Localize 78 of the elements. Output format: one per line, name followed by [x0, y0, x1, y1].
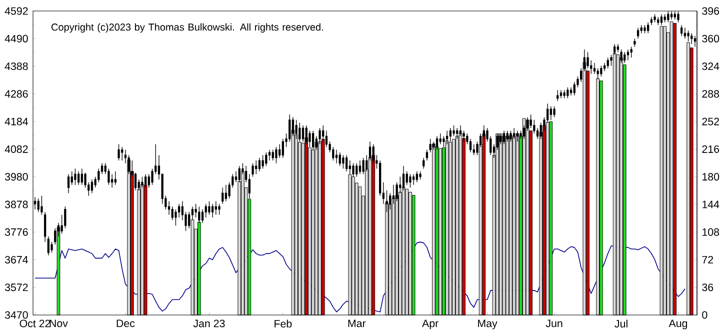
- candlestick: [422, 158, 425, 170]
- y-tick-label: 3776: [4, 228, 28, 236]
- candlestick: [78, 171, 80, 186]
- candlestick: [636, 27, 640, 39]
- candlestick: [654, 14, 656, 23]
- candlestick: [626, 49, 630, 61]
- x-tick-label: Jun: [546, 320, 562, 328]
- y-tick-label: 4592: [4, 7, 28, 15]
- candlestick: [90, 179, 94, 194]
- x-tick-label: May: [478, 320, 498, 330]
- y2-tick-label: 324: [702, 62, 720, 70]
- candlestick: [409, 174, 412, 188]
- y2-tick-label: 252: [702, 118, 719, 126]
- x-tick-label: Jul: [614, 320, 628, 328]
- y-tick-label: 4286: [4, 90, 28, 98]
- y-tick-label: 4082: [4, 145, 28, 153]
- y-tick-label: 3674: [4, 256, 28, 264]
- candlestick: [224, 184, 228, 202]
- y2-tick-label: 144: [702, 200, 720, 208]
- candlestick: [426, 149, 428, 161]
- candlestick: [616, 44, 620, 53]
- y-tick-label: 3572: [4, 284, 28, 292]
- candlestick: [647, 22, 650, 34]
- y2-tick-label: 216: [702, 145, 720, 153]
- x-tick-label: Feb: [274, 320, 292, 328]
- y-tick-label: 3980: [4, 173, 28, 181]
- y2-tick-label: 396: [702, 7, 720, 15]
- candlestick: [650, 16, 653, 26]
- candlestick: [47, 236, 50, 256]
- candlestick: [560, 90, 562, 99]
- candlestick: [684, 27, 686, 39]
- y2-tick-label: 180: [702, 173, 720, 181]
- candlestick: [208, 200, 210, 216]
- y-tick-label: 4388: [4, 62, 28, 70]
- y-tick-label: 3878: [4, 200, 28, 208]
- x-tick-label: Oct 22: [20, 320, 50, 328]
- candlestick: [358, 160, 362, 174]
- candlestick: [118, 144, 120, 161]
- y2-tick-label: 108: [702, 228, 720, 236]
- x-tick-label: Jan 23: [193, 320, 225, 328]
- candlestick: [566, 87, 569, 99]
- y-tick-label: 3470: [4, 311, 28, 319]
- candlestick: [335, 149, 338, 164]
- y2-tick-label: 72: [702, 256, 714, 264]
- y2-tick-label: 36: [702, 284, 714, 292]
- y2-tick-label: 360: [702, 34, 720, 42]
- candlestick: [74, 168, 76, 186]
- candlestick: [416, 171, 418, 183]
- candlestick: [342, 154, 344, 170]
- candlestick: [214, 200, 217, 216]
- annotation: Copyright (c)2023 by Thomas Bulkowski. All rights reserved.: [52, 23, 323, 33]
- candlestick: [114, 171, 116, 186]
- x-tick-label: Nov: [50, 320, 68, 328]
- x-tick-label: Dec: [116, 320, 135, 328]
- candlestick: [412, 174, 415, 186]
- candlestick: [67, 174, 70, 194]
- x-tick-label: Apr: [422, 320, 438, 330]
- candlestick: [222, 187, 224, 204]
- y-tick-label: 4490: [4, 34, 28, 42]
- candlestick: [600, 65, 602, 77]
- x-tick-label: Mar: [348, 320, 366, 328]
- candlestick: [634, 38, 636, 48]
- candlestick: [644, 24, 646, 34]
- candlestick: [275, 146, 278, 164]
- candlestick: [664, 14, 666, 23]
- x-tick-label: Aug: [668, 320, 688, 330]
- y2-tick-label: 0: [702, 311, 708, 319]
- candlestick: [212, 204, 214, 218]
- candlestick: [262, 154, 264, 170]
- y2-tick-label: 288: [702, 90, 720, 98]
- candlestick: [419, 171, 422, 180]
- candlestick: [553, 106, 556, 118]
- candlestick: [80, 168, 83, 186]
- candlestick: [258, 158, 261, 172]
- y-tick-label: 4184: [4, 118, 28, 126]
- candlestick: [218, 204, 220, 216]
- candlestick: [680, 24, 683, 36]
- candlestick: [346, 154, 348, 172]
